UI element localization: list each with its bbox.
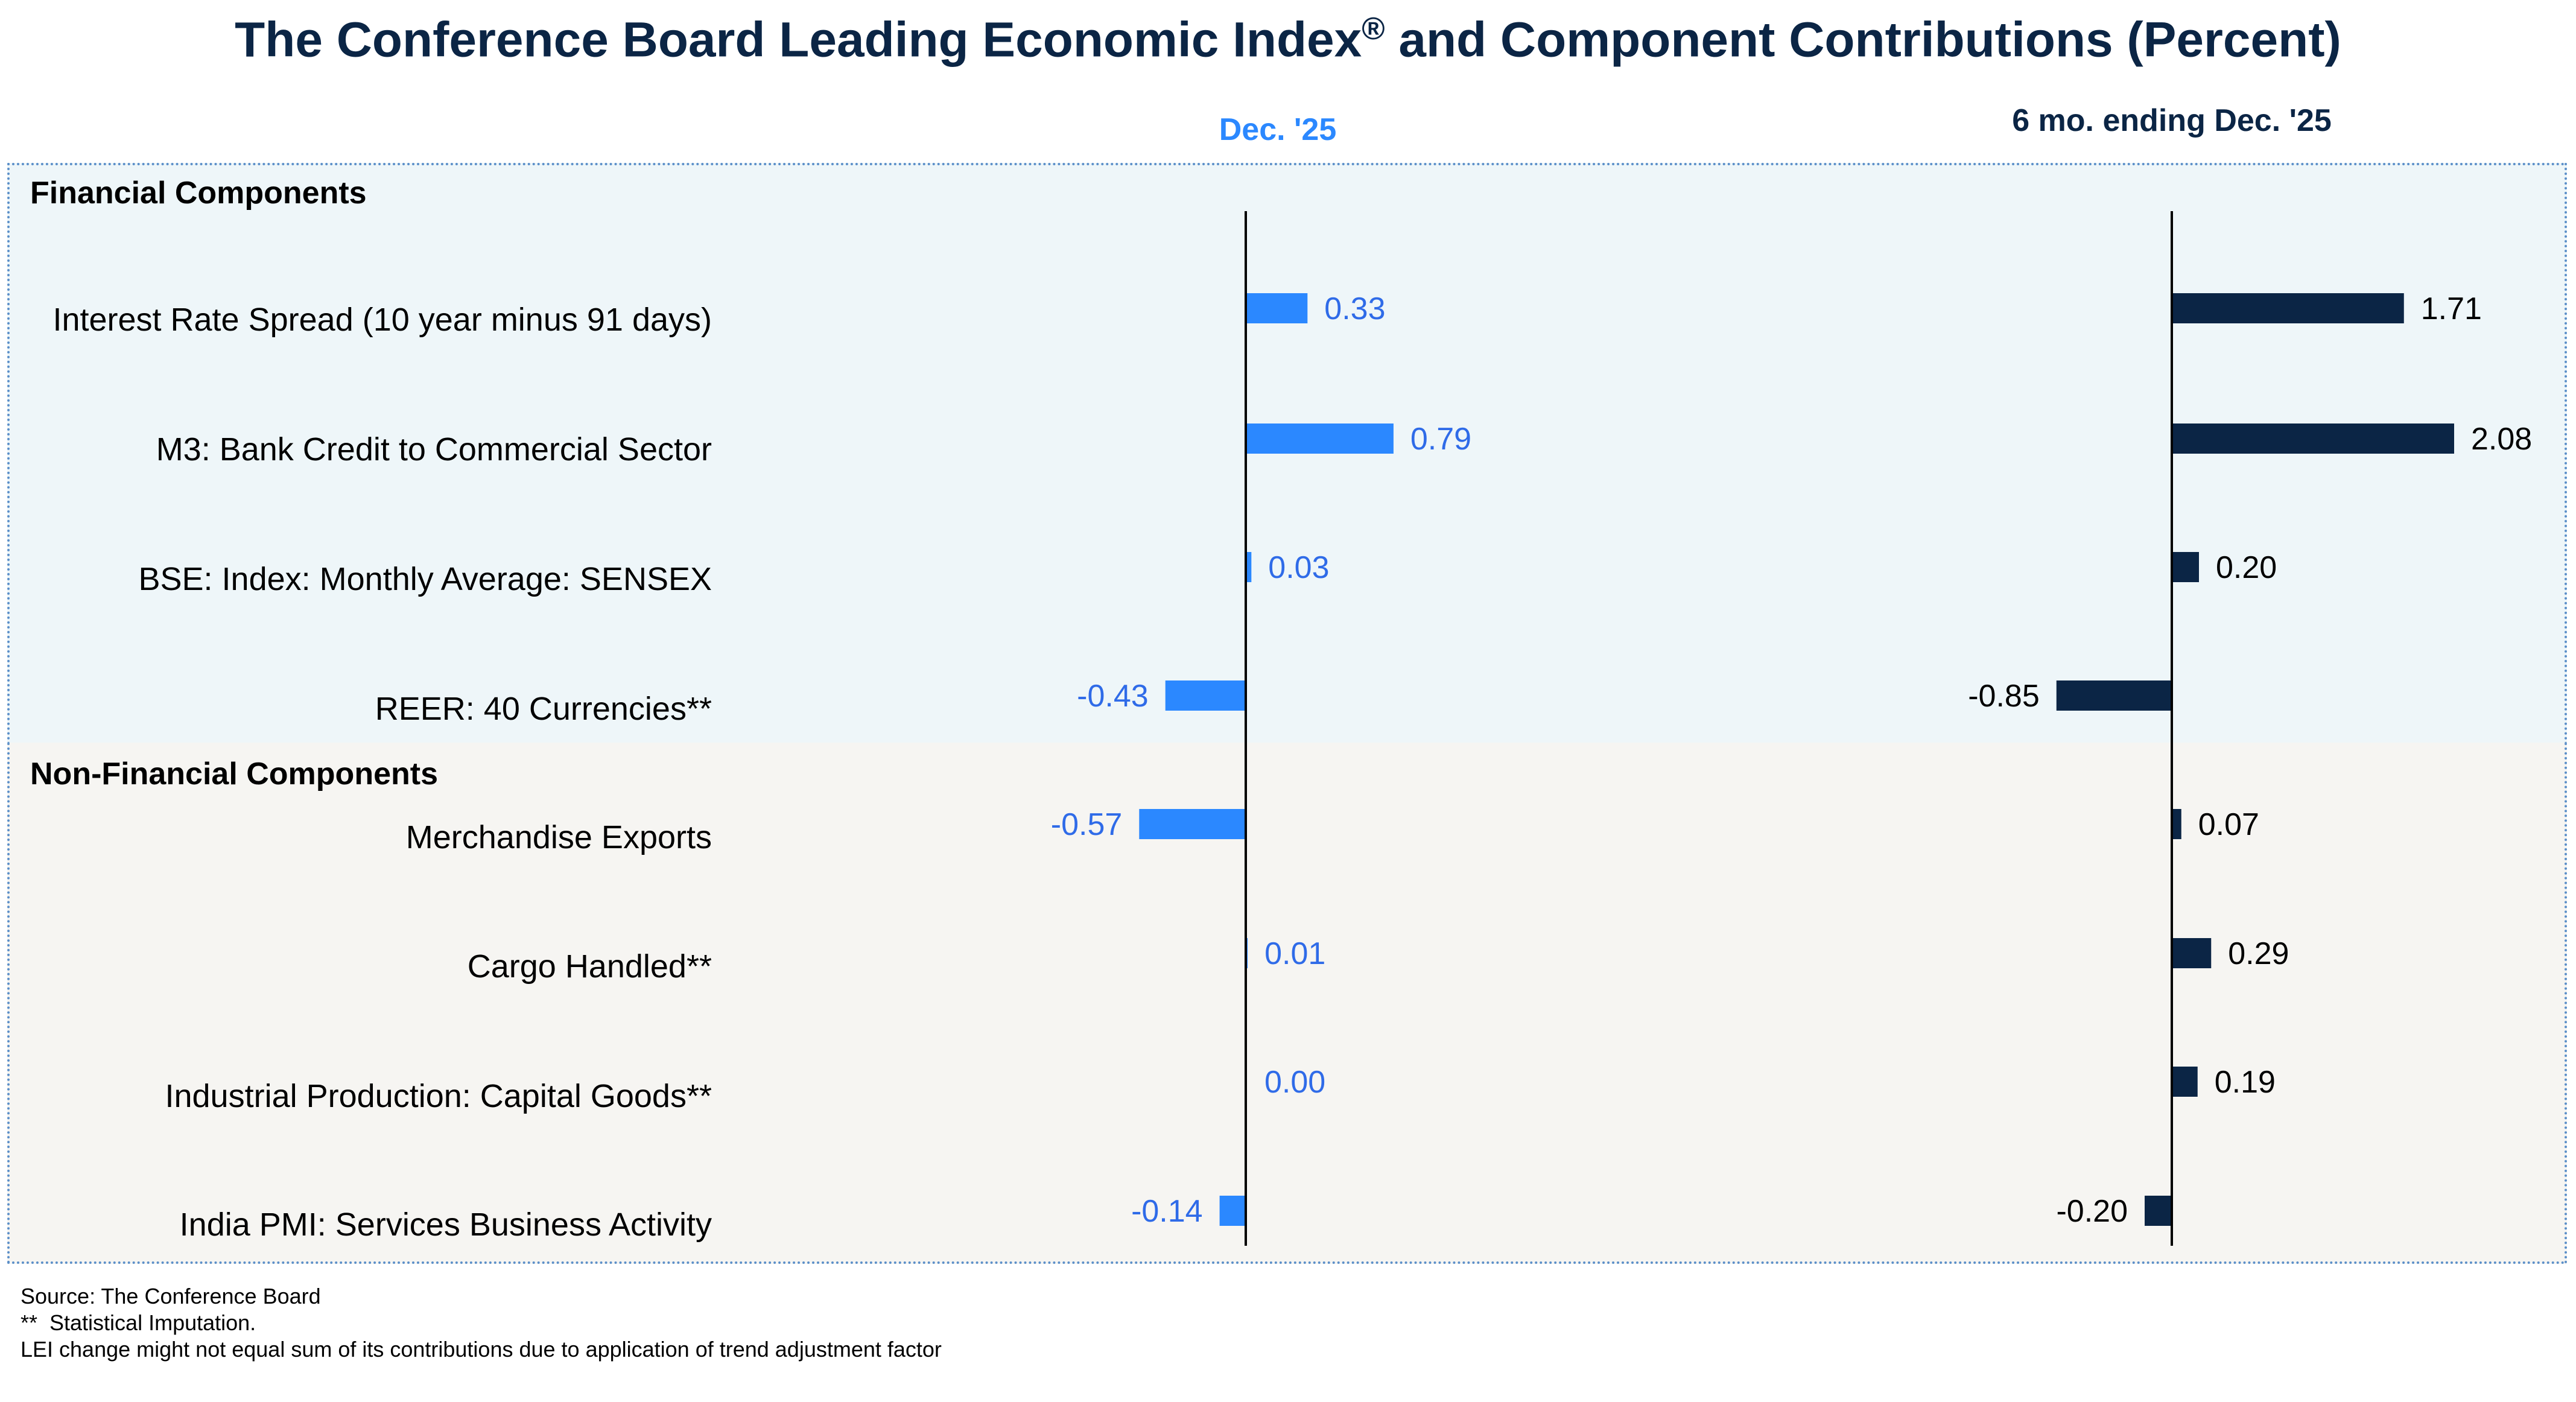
bar: [1246, 293, 1308, 323]
data-label: -0.20: [2056, 1194, 2128, 1229]
bar: [1246, 552, 1252, 582]
category-label: Merchandise Exports: [405, 819, 712, 855]
data-label: 0.79: [1410, 422, 1471, 457]
bar: [1219, 1196, 1246, 1226]
data-label: 0.20: [2216, 550, 2277, 585]
bar: [2172, 809, 2181, 839]
data-label: 1.71: [2421, 291, 2482, 326]
data-label: -0.57: [1051, 807, 1123, 842]
data-label: 0.00: [1264, 1065, 1325, 1100]
column-header-6mo: 6 mo. ending Dec. '25: [2012, 103, 2332, 138]
category-label: India PMI: Services Business Activity: [179, 1207, 712, 1243]
financial-section: Financial Components: [7, 163, 2567, 745]
bar: [2172, 552, 2199, 582]
category-label: M3: Bank Credit to Commercial Sector: [156, 431, 712, 468]
title-text: The Conference Board Leading Economic In…: [235, 12, 1362, 68]
adjustment-note: LEI change might not equal sum of its co…: [21, 1337, 942, 1362]
registered-mark: ®: [1362, 11, 1385, 46]
data-label: 0.07: [2198, 807, 2259, 842]
chart-title: The Conference Board Leading Economic In…: [0, 11, 2576, 68]
bar: [2145, 1196, 2172, 1226]
data-label: 0.33: [1324, 291, 1385, 326]
non-financial-section-label: Non-Financial Components: [30, 757, 438, 791]
imputation-note: ** Statistical Imputation.: [21, 1310, 256, 1335]
financial-section-label: Financial Components: [30, 176, 367, 211]
bar: [1246, 423, 1394, 454]
data-label: -0.14: [1131, 1194, 1203, 1229]
category-label: BSE: Index: Monthly Average: SENSEX: [138, 561, 712, 597]
data-label: 0.29: [2228, 936, 2289, 971]
data-label: -0.43: [1077, 679, 1149, 714]
category-label: REER: 40 Currencies**: [375, 691, 712, 727]
category-label: Industrial Production: Capital Goods**: [165, 1078, 712, 1114]
data-label: 2.08: [2471, 422, 2532, 457]
bar: [1165, 680, 1246, 711]
data-label: 0.03: [1268, 550, 1329, 585]
data-label: 0.19: [2215, 1065, 2276, 1100]
bar: [1139, 809, 1246, 839]
bar: [2056, 680, 2172, 711]
bar: [2172, 293, 2404, 323]
title-suffix: and Component Contributions (Percent): [1385, 12, 2341, 68]
category-label: Cargo Handled**: [467, 948, 712, 985]
bar: [2172, 423, 2454, 454]
data-label: -0.85: [1968, 679, 2040, 714]
bar: [2172, 1067, 2198, 1097]
data-label: 0.01: [1264, 936, 1325, 971]
column-header-dec25: Dec. '25: [1219, 112, 1337, 147]
bar: [2172, 938, 2212, 968]
non-financial-section: Non-Financial Components: [7, 743, 2567, 1264]
category-label: Interest Rate Spread (10 year minus 91 d…: [52, 302, 712, 338]
source-note: Source: The Conference Board: [21, 1284, 321, 1308]
